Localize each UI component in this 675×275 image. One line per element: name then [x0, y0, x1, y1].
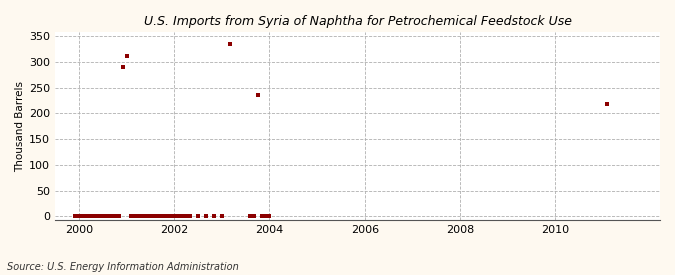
Point: [173, 214, 184, 218]
Point: [185, 214, 196, 218]
Point: [165, 214, 176, 218]
Point: [177, 214, 188, 218]
Title: U.S. Imports from Syria of Naphtha for Petrochemical Feedstock Use: U.S. Imports from Syria of Naphtha for P…: [144, 15, 572, 28]
Point: [117, 65, 128, 70]
Point: [264, 214, 275, 218]
Point: [256, 214, 267, 218]
Point: [125, 214, 136, 218]
Point: [248, 214, 259, 218]
Point: [74, 214, 84, 218]
Point: [217, 214, 227, 218]
Point: [141, 214, 152, 218]
Text: Source: U.S. Energy Information Administration: Source: U.S. Energy Information Administ…: [7, 262, 238, 272]
Point: [78, 214, 88, 218]
Point: [252, 93, 263, 97]
Point: [129, 214, 140, 218]
Point: [161, 214, 171, 218]
Point: [113, 214, 124, 218]
Point: [153, 214, 164, 218]
Point: [93, 214, 104, 218]
Point: [105, 214, 116, 218]
Point: [86, 214, 97, 218]
Point: [109, 214, 120, 218]
Point: [101, 214, 112, 218]
Y-axis label: Thousand Barrels: Thousand Barrels: [15, 81, 25, 172]
Point: [181, 214, 192, 218]
Point: [169, 214, 180, 218]
Point: [137, 214, 148, 218]
Point: [133, 214, 144, 218]
Point: [122, 53, 132, 58]
Point: [97, 214, 108, 218]
Point: [145, 214, 156, 218]
Point: [149, 214, 160, 218]
Point: [192, 214, 203, 218]
Point: [224, 42, 235, 46]
Point: [260, 214, 271, 218]
Point: [209, 214, 219, 218]
Point: [89, 214, 100, 218]
Point: [601, 101, 612, 106]
Point: [82, 214, 92, 218]
Point: [244, 214, 255, 218]
Point: [200, 214, 211, 218]
Point: [70, 214, 80, 218]
Point: [157, 214, 167, 218]
